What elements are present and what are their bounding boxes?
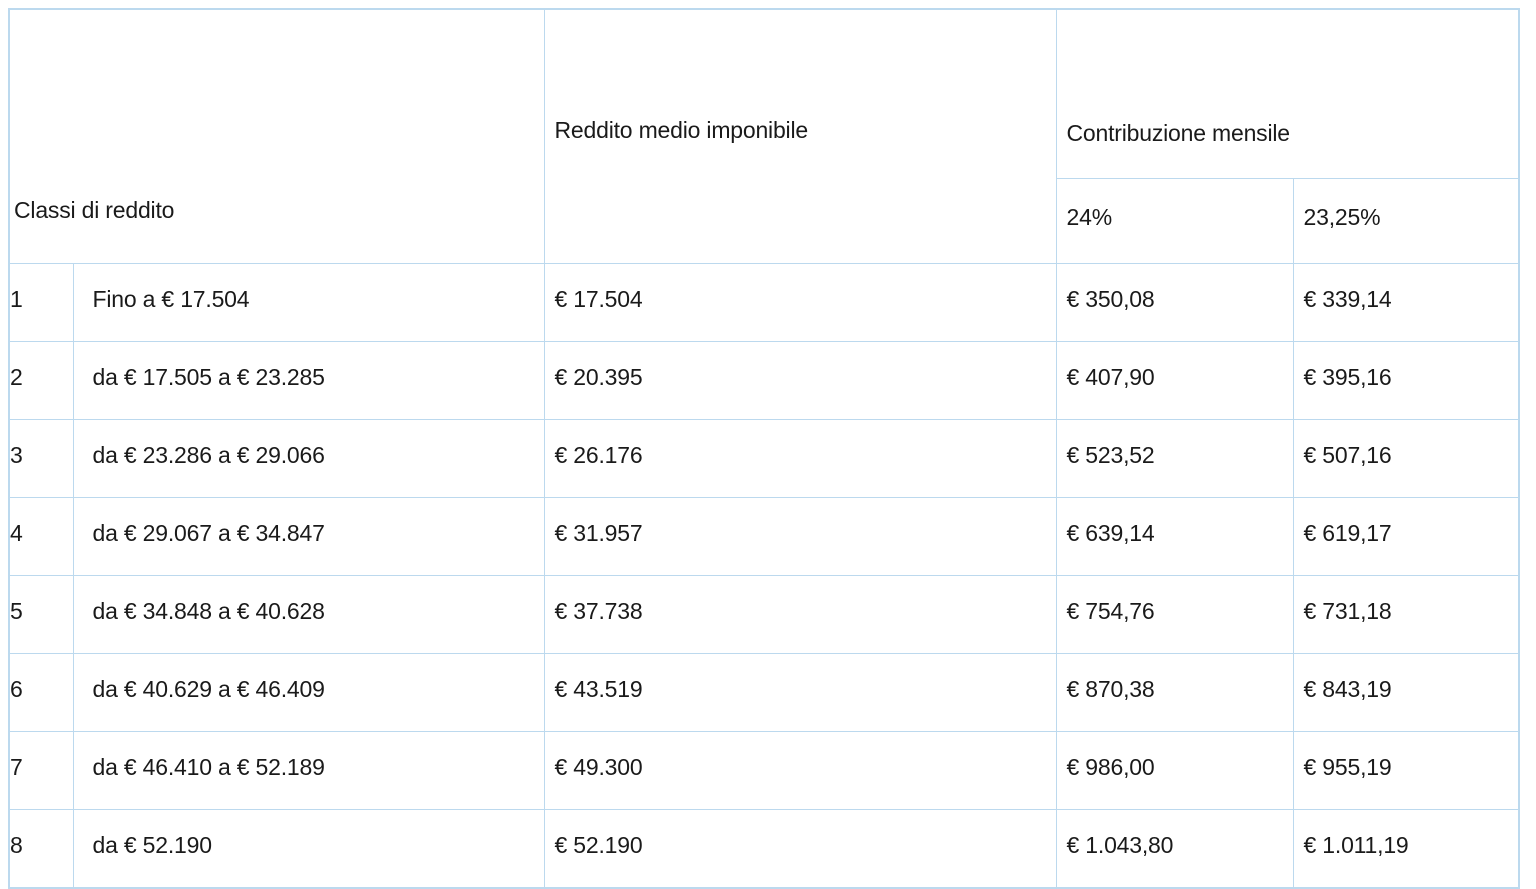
row-number-cell: 2 [8, 341, 74, 420]
header-contribuzione-mensile: Contribuzione mensile [1055, 8, 1520, 179]
income-class-cell: da € 34.848 a € 40.628 [72, 575, 545, 654]
contribution-2325-cell: € 395,16 [1292, 341, 1520, 420]
income-class-cell: da € 17.505 a € 23.285 [72, 341, 545, 420]
table-row: 4 da € 29.067 a € 34.847 € 31.957 € 639,… [8, 497, 1520, 576]
row-number-cell: 5 [8, 575, 74, 654]
table-row: 8 da € 52.190 € 52.190 € 1.043,80 € 1.01… [8, 809, 1520, 888]
income-contribution-table-container: Classi di reddito Reddito medio imponibi… [8, 8, 1521, 889]
table-row: 3 da € 23.286 a € 29.066 € 26.176 € 523,… [8, 419, 1520, 498]
table-row: 5 da € 34.848 a € 40.628 € 37.738 € 754,… [8, 575, 1520, 654]
header-rate-23-25: 23,25% [1292, 178, 1520, 264]
contribution-2325-cell: € 955,19 [1292, 731, 1520, 810]
contribution-24-cell: € 407,90 [1055, 341, 1294, 420]
row-number-cell: 6 [8, 653, 74, 732]
row-number-cell: 4 [8, 497, 74, 576]
avg-income-cell: € 52.190 [543, 809, 1057, 888]
income-class-cell: da € 52.190 [72, 809, 545, 888]
avg-income-cell: € 26.176 [543, 419, 1057, 498]
contribution-2325-cell: € 731,18 [1292, 575, 1520, 654]
table-row: 1 Fino a € 17.504 € 17.504 € 350,08 € 33… [8, 263, 1520, 342]
header-rate-24: 24% [1055, 178, 1294, 264]
contribution-24-cell: € 639,14 [1055, 497, 1294, 576]
income-class-cell: da € 29.067 a € 34.847 [72, 497, 545, 576]
avg-income-cell: € 43.519 [543, 653, 1057, 732]
row-number-cell: 3 [8, 419, 74, 498]
contribution-2325-cell: € 843,19 [1292, 653, 1520, 732]
income-class-cell: da € 46.410 a € 52.189 [72, 731, 545, 810]
avg-income-cell: € 20.395 [543, 341, 1057, 420]
income-class-cell: da € 40.629 a € 46.409 [72, 653, 545, 732]
header-classi-di-reddito: Classi di reddito [8, 8, 545, 264]
contribution-2325-cell: € 339,14 [1292, 263, 1520, 342]
header-row-1: Classi di reddito Reddito medio imponibi… [8, 8, 1520, 264]
header-reddito-medio-imponibile: Reddito medio imponibile [543, 8, 1057, 264]
contribution-24-cell: € 350,08 [1055, 263, 1294, 342]
contribution-2325-cell: € 507,16 [1292, 419, 1520, 498]
table-row: 6 da € 40.629 a € 46.409 € 43.519 € 870,… [8, 653, 1520, 732]
table-row: 7 da € 46.410 a € 52.189 € 49.300 € 986,… [8, 731, 1520, 810]
row-number-cell: 1 [8, 263, 74, 342]
contribution-24-cell: € 754,76 [1055, 575, 1294, 654]
income-class-cell: Fino a € 17.504 [72, 263, 545, 342]
avg-income-cell: € 49.300 [543, 731, 1057, 810]
avg-income-cell: € 31.957 [543, 497, 1057, 576]
contribution-24-cell: € 523,52 [1055, 419, 1294, 498]
contribution-24-cell: € 986,00 [1055, 731, 1294, 810]
row-number-cell: 8 [8, 809, 74, 888]
header-row-2: 24% 23,25% [9, 178, 1520, 264]
income-contribution-table: Classi di reddito Reddito medio imponibi… [8, 8, 1521, 889]
contribution-24-cell: € 1.043,80 [1055, 809, 1294, 888]
table-row: 2 da € 17.505 a € 23.285 € 20.395 € 407,… [8, 341, 1520, 420]
contribution-2325-cell: € 1.011,19 [1292, 809, 1520, 888]
avg-income-cell: € 17.504 [543, 263, 1057, 342]
row-number-cell: 7 [8, 731, 74, 810]
contribution-2325-cell: € 619,17 [1292, 497, 1520, 576]
income-class-cell: da € 23.286 a € 29.066 [72, 419, 545, 498]
contribution-24-cell: € 870,38 [1055, 653, 1294, 732]
avg-income-cell: € 37.738 [543, 575, 1057, 654]
